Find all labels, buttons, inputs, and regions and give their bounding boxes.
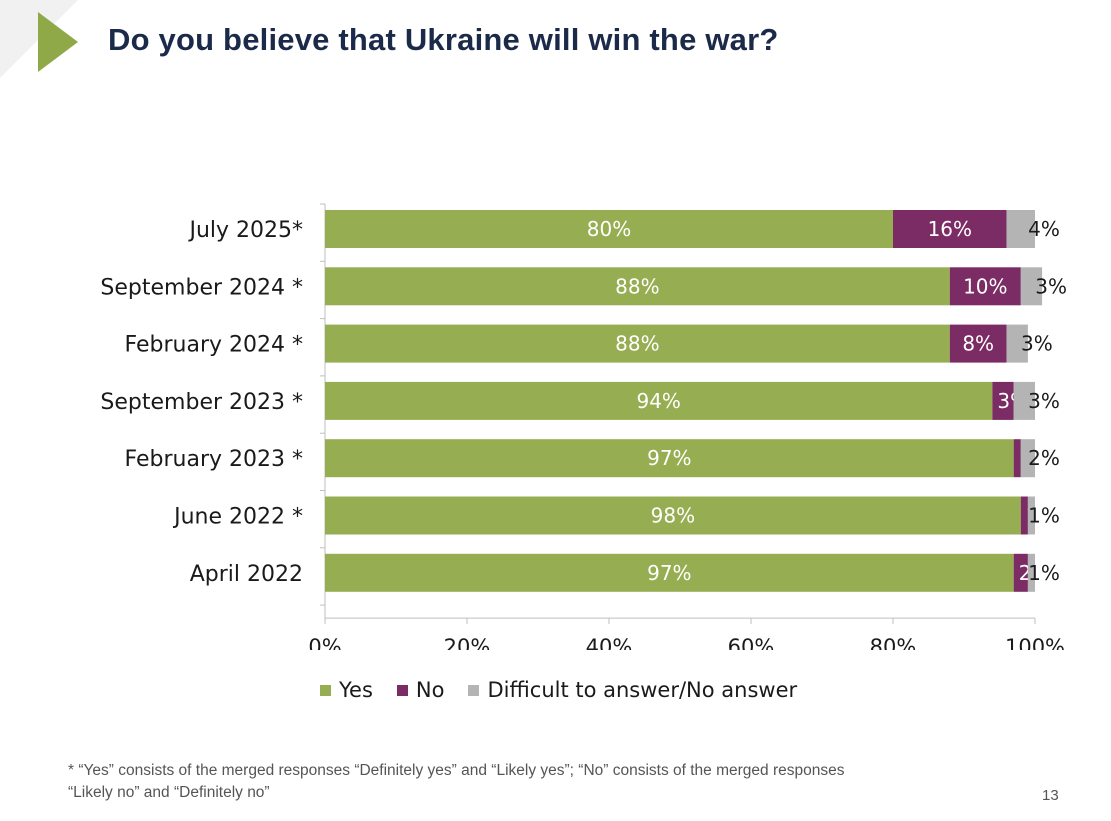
legend-label-yes: Yes xyxy=(339,678,373,702)
legend-swatch-difficult xyxy=(468,684,480,696)
category-label: September 2024 * xyxy=(100,275,303,300)
bar-no xyxy=(1020,496,1028,535)
data-label-no: 16% xyxy=(928,217,972,241)
x-tick-label: 80% xyxy=(870,635,917,650)
data-label-difficult: 3% xyxy=(1028,389,1060,413)
data-label-difficult: 3% xyxy=(1021,332,1053,356)
bar-no xyxy=(992,381,1014,420)
stacked-bar-chart: July 2025* 80% 16% 4% September 2024 * 88% 10%… xyxy=(100,203,1067,650)
data-label-yes: 97% xyxy=(647,446,691,470)
legend-label-no: No xyxy=(415,678,445,702)
bar-no xyxy=(1013,553,1028,592)
category-label: September 2023 * xyxy=(100,390,303,415)
x-tick-label: 20% xyxy=(444,635,491,650)
bar-yes xyxy=(325,381,993,420)
data-label-yes: 88% xyxy=(615,274,659,298)
category-label: February 2023 * xyxy=(125,447,303,472)
bar-difficult xyxy=(1020,267,1043,306)
page-number: 13 xyxy=(1042,787,1059,804)
bar-yes xyxy=(325,553,1014,592)
legend-item-yes: Yes xyxy=(320,678,373,702)
legend-swatch-no xyxy=(396,684,408,696)
bar-difficult xyxy=(1027,496,1035,535)
data-label-yes: 97% xyxy=(647,561,691,585)
data-label-difficult: 3% xyxy=(1035,274,1067,298)
bar-difficult xyxy=(1006,210,1035,248)
x-tick-label: 60% xyxy=(728,635,775,650)
data-label-no: 10% xyxy=(963,274,1007,298)
footnote: * “Yes” consists of the merged responses… xyxy=(68,760,1058,804)
bar-yes xyxy=(325,267,950,306)
data-label-difficult: 1% xyxy=(1028,561,1060,585)
bar-no xyxy=(1013,439,1021,478)
page-title: Do you believe that Ukraine will win the… xyxy=(108,22,779,57)
legend-item-difficult: Difficult to answer/No answer xyxy=(468,678,797,702)
data-label-yes: 80% xyxy=(587,217,631,241)
bar-no xyxy=(949,267,1021,306)
footnote-line-2: “Likely no” and “Definitely no” xyxy=(68,784,270,801)
chart-legend: Yes No Difficult to answer/No answer xyxy=(320,678,797,702)
data-label-yes: 88% xyxy=(615,332,659,356)
bar-yes xyxy=(325,324,950,363)
category-label: June 2022 * xyxy=(172,505,303,530)
data-label-no: 8% xyxy=(962,332,994,356)
bar-no xyxy=(949,324,1007,363)
x-tick-label: 0% xyxy=(308,635,341,650)
bar-yes xyxy=(325,496,1021,535)
title-arrow-icon xyxy=(38,12,78,72)
footnote-line-1: * “Yes” consists of the merged responses… xyxy=(68,762,845,779)
data-label-difficult: 4% xyxy=(1028,217,1060,241)
data-label-difficult: 2% xyxy=(1028,446,1060,470)
legend-swatch-yes xyxy=(320,684,331,696)
bar-difficult xyxy=(1020,439,1035,478)
category-label: February 2024 * xyxy=(125,333,303,358)
category-label: April 2022 xyxy=(190,562,303,587)
data-label-difficult: 1% xyxy=(1028,504,1060,528)
bar-difficult xyxy=(1013,381,1035,420)
legend-item-no: No xyxy=(396,678,445,702)
x-tick-label: 40% xyxy=(586,635,633,650)
legend-label-difficult: Difficult to answer/No answer xyxy=(487,678,798,702)
bar-yes xyxy=(325,439,1014,478)
x-tick-label: 100% xyxy=(1005,635,1065,650)
bar-yes xyxy=(325,210,893,248)
bar-difficult xyxy=(1027,553,1035,592)
bar-no xyxy=(893,210,1007,248)
bar-difficult xyxy=(1006,324,1028,363)
data-label-yes: 94% xyxy=(636,389,680,413)
data-label-yes: 98% xyxy=(651,504,695,528)
category-label: July 2025* xyxy=(187,218,303,243)
